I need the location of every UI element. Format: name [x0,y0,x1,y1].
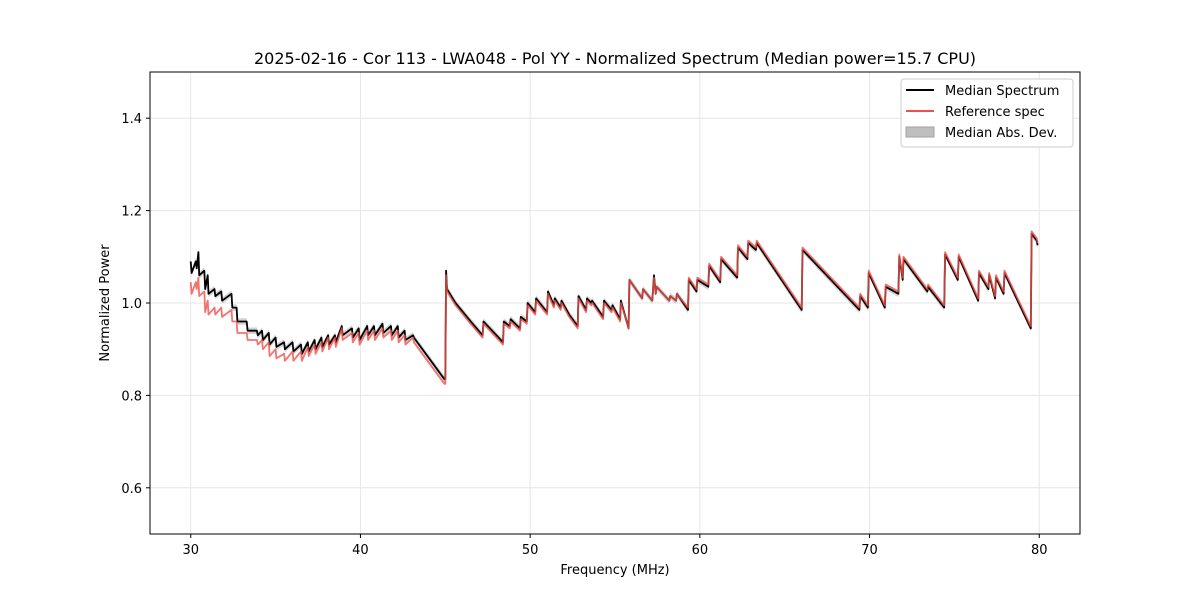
series-lines [189,230,1039,385]
legend-label-median: Median Spectrum [945,84,1059,99]
reference-spec-line [189,230,1039,385]
legend-box [900,78,1074,148]
x-tick-label: 30 [182,543,199,558]
y-tick-label: 0.8 [121,389,142,404]
legend-swatch-mad [905,126,935,138]
y-tick-label: 1.0 [121,297,142,312]
median-spectrum-line [189,232,1039,381]
x-tick-label: 60 [692,543,709,558]
y-tick-label: 1.4 [121,112,142,127]
legend-label-mad: Median Abs. Dev. [945,126,1057,141]
x-tick-label: 40 [352,543,369,558]
axis-ticks: 30 40 50 60 70 80 0.6 0.8 1.0 1.2 1.4 [121,112,1047,558]
x-tick-label: 50 [522,543,539,558]
x-tick-label: 80 [1031,543,1048,558]
grid-lines [150,72,1080,534]
y-axis-title: Normalized Power [98,244,113,362]
x-axis-title: Frequency (MHz) [560,563,669,578]
x-tick-label: 70 [861,543,878,558]
y-tick-label: 0.6 [121,482,142,497]
chart-title: 2025-02-16 - Cor 113 - LWA048 - Pol YY -… [254,49,976,68]
legend: Median Spectrum Reference spec Median Ab… [900,78,1074,148]
legend-label-reference: Reference spec [945,105,1045,120]
y-tick-label: 1.2 [121,205,142,220]
